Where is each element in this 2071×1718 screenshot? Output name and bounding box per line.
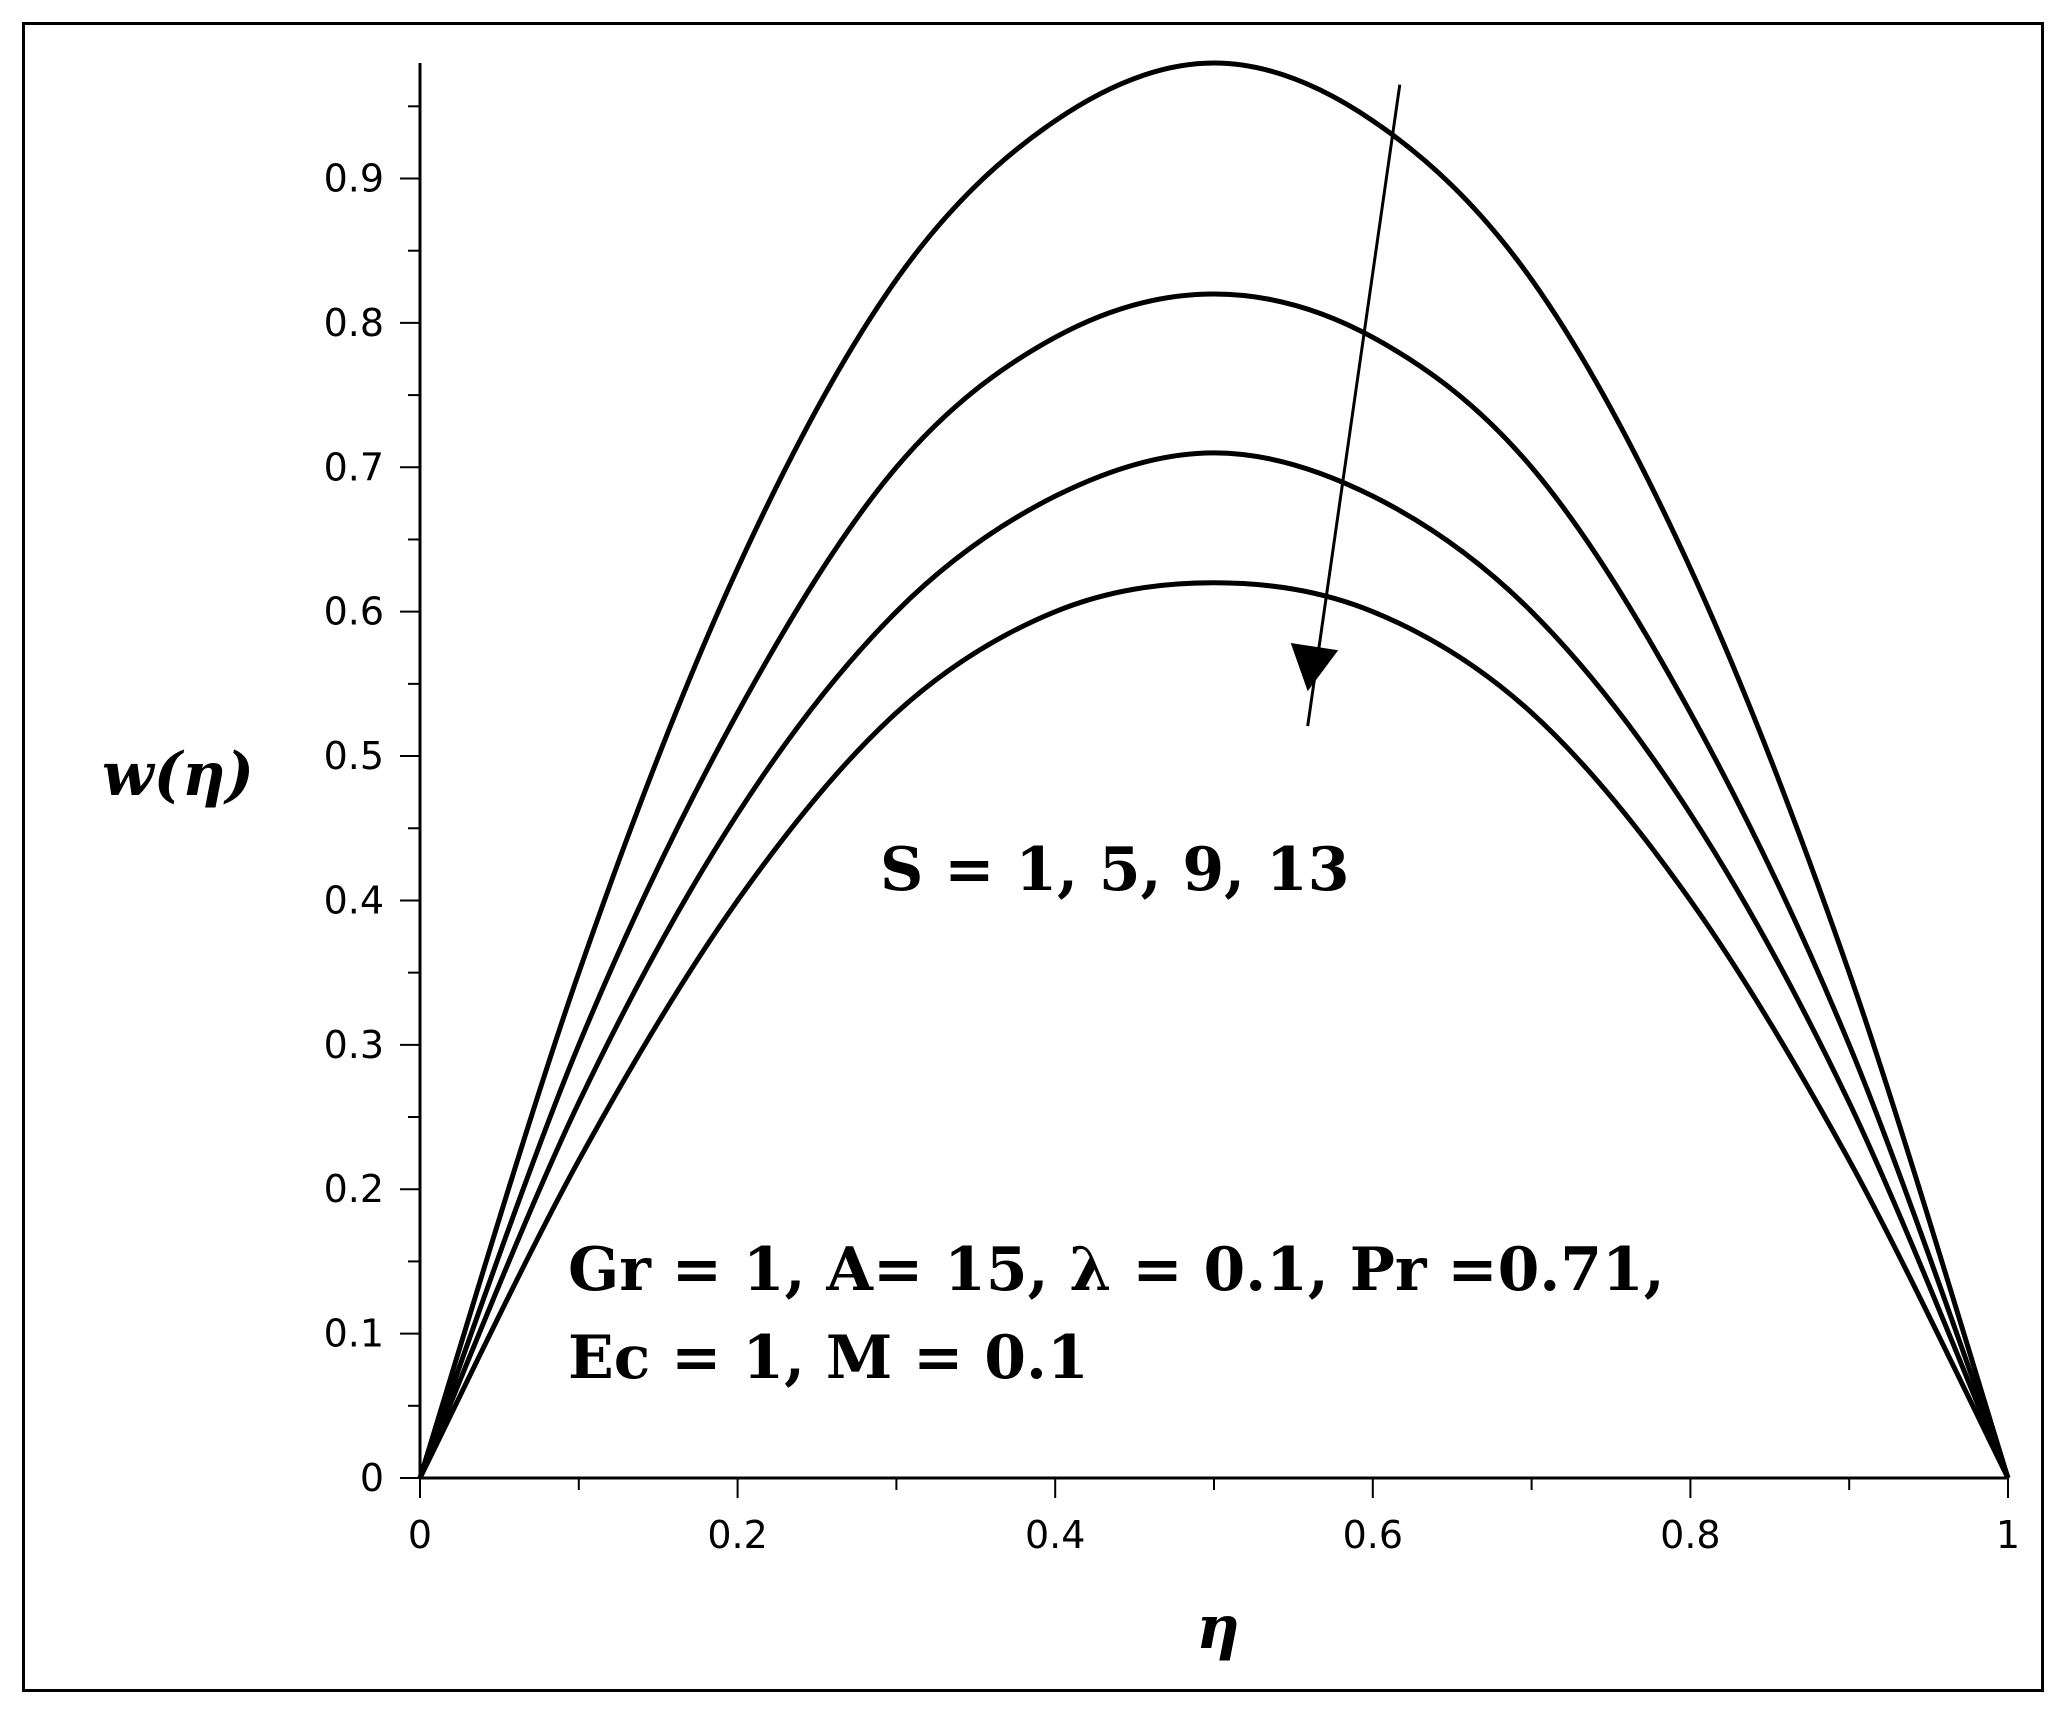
y-tick-label: 0.9 xyxy=(324,157,384,201)
series-line-4 xyxy=(417,580,2011,1480)
axes xyxy=(400,63,2009,1498)
y-axis-title: w(η) xyxy=(102,740,254,810)
y-tick-label: 0.8 xyxy=(324,301,384,345)
y-tick-label: 0.5 xyxy=(324,734,384,778)
trend-arrow-head xyxy=(1290,642,1339,692)
x-tick-label: 0.6 xyxy=(1343,1513,1403,1557)
labels: 0 0.1 0.2 0.3 0.4 0.5 0.6 0.7 0.8 0.9 0 0.2 0.4 0.6 0.… xyxy=(324,157,2021,1557)
x-tick-label: 1 xyxy=(1996,1513,2020,1557)
x-axis-title: η xyxy=(1196,1593,1240,1663)
params-annotation-line1: Gr = 1, A= 15, λ = 0.1, Pr =0.71, xyxy=(568,1235,1665,1305)
y-tick-label: 0.4 xyxy=(324,878,384,922)
y-tick-label: 0.3 xyxy=(324,1023,384,1067)
params-annotation-line2: Ec = 1, M = 0.1 xyxy=(568,1323,1089,1393)
s-values-annotation: S = 1, 5, 9, 13 xyxy=(880,835,1349,905)
curves xyxy=(417,60,2011,1480)
y-tick-label: 0.2 xyxy=(324,1167,384,1211)
x-tick-label: 0.4 xyxy=(1025,1513,1085,1557)
x-tick-label: 0.2 xyxy=(707,1513,767,1557)
series-line-3 xyxy=(417,450,2011,1479)
series-line-1 xyxy=(417,60,2011,1479)
series-line-2 xyxy=(417,291,2011,1479)
y-tick-label: 0.6 xyxy=(324,590,384,634)
x-tick-label: 0.8 xyxy=(1660,1513,1720,1557)
y-tick-label: 0.1 xyxy=(324,1312,384,1356)
trend-arrow-shaft xyxy=(1306,84,1402,727)
x-tick-label: 0 xyxy=(408,1513,432,1557)
y-tick-label: 0 xyxy=(360,1456,384,1500)
y-tick-label: 0.7 xyxy=(324,445,384,489)
figure-frame xyxy=(22,22,2044,1692)
